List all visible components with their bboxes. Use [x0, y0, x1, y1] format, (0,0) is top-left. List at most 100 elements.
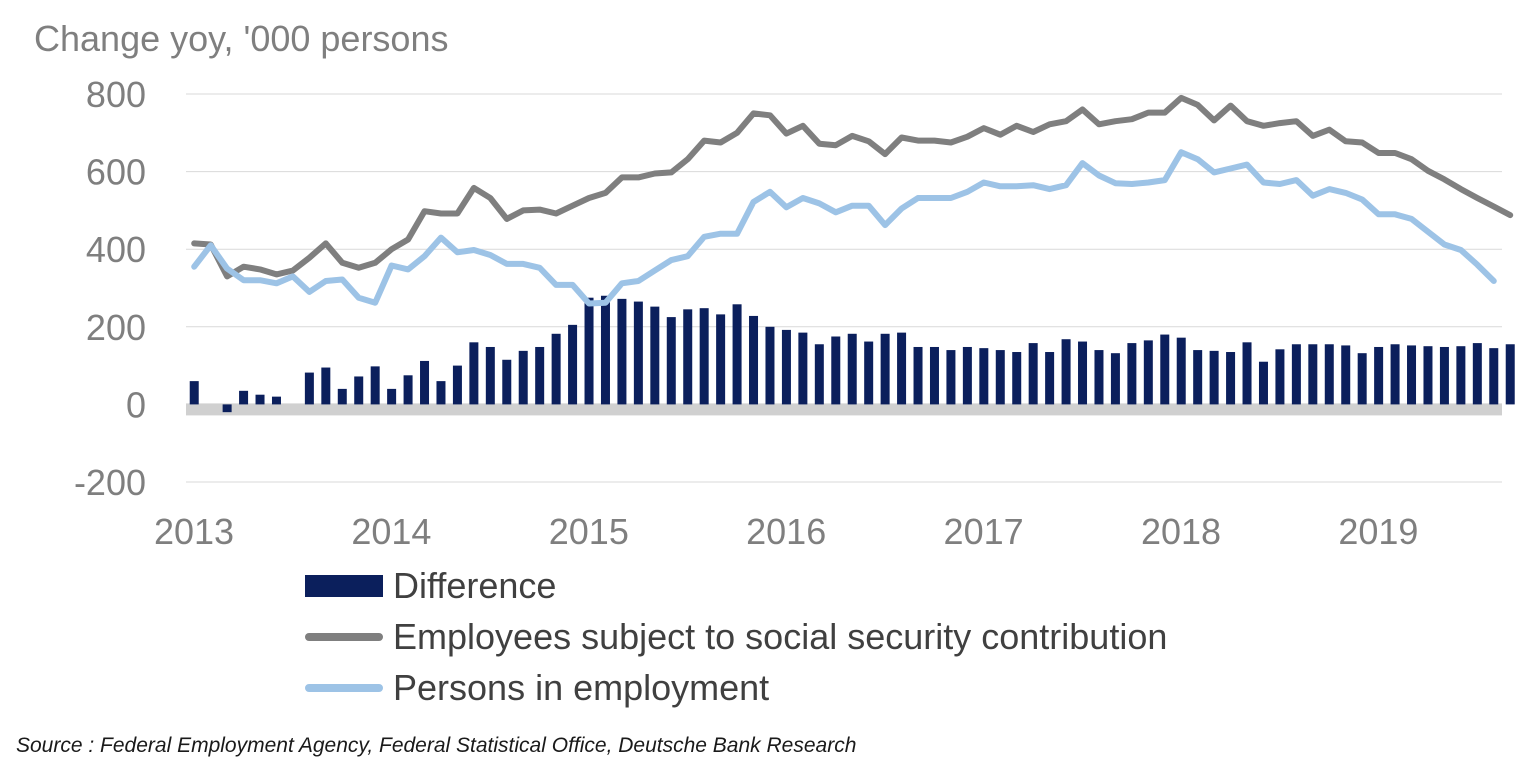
bar-difference	[271, 396, 281, 405]
bar-difference	[551, 333, 561, 405]
bar-difference	[749, 315, 759, 405]
legend-swatch-employees	[305, 632, 383, 641]
bar-difference	[1127, 343, 1137, 405]
bar-difference	[1193, 350, 1203, 405]
source-note: Source : Federal Employment Agency, Fede…	[16, 734, 857, 757]
bar-difference	[1324, 344, 1334, 405]
bar-difference	[913, 346, 923, 405]
bar-difference	[650, 306, 660, 405]
bar-difference	[979, 348, 989, 405]
legend-item-employees: Employees subject to social security con…	[305, 611, 1167, 662]
bar-difference	[600, 295, 610, 405]
x-tick-label: 2016	[746, 511, 826, 552]
y-tick-label: 600	[86, 152, 146, 193]
bar-difference	[535, 346, 545, 405]
bar-difference	[1078, 341, 1088, 405]
y-axis-ticks: -200 0 200 400 600 800	[74, 74, 146, 503]
bar-difference	[847, 333, 857, 405]
bar-difference	[502, 359, 512, 405]
bar-difference	[1143, 340, 1153, 405]
bar-difference	[1258, 361, 1268, 405]
bar-difference	[1357, 353, 1367, 405]
bar-difference	[1028, 343, 1038, 405]
difference-bars	[189, 295, 1515, 413]
bar-difference	[1094, 350, 1104, 405]
series-lines	[191, 94, 1514, 307]
bar-difference	[716, 314, 726, 405]
bar-difference	[1160, 334, 1170, 405]
y-tick-label: 200	[86, 307, 146, 348]
bar-difference	[1489, 348, 1499, 405]
bar-difference	[337, 388, 347, 405]
bar-difference	[995, 350, 1005, 405]
bar-difference	[732, 304, 742, 405]
y-axis-label: Change yoy, '000 persons	[34, 18, 449, 59]
bar-difference	[304, 372, 314, 405]
bar-difference	[239, 390, 249, 405]
x-tick-label: 2017	[944, 511, 1024, 552]
bar-difference	[633, 301, 643, 405]
bar-difference	[1061, 339, 1071, 405]
bar-difference	[1308, 344, 1318, 405]
bar-difference	[1505, 344, 1515, 405]
bar-difference	[354, 376, 364, 405]
bar-difference	[880, 333, 890, 405]
bar-difference	[485, 346, 495, 405]
bar-difference	[1423, 346, 1433, 405]
bar-difference	[1242, 342, 1252, 405]
bar-difference	[1439, 346, 1449, 405]
bar-difference	[1407, 345, 1417, 405]
line-employees	[191, 94, 1514, 280]
y-tick-label: 800	[86, 74, 146, 115]
bar-difference	[617, 298, 627, 405]
bar-difference	[1390, 344, 1400, 405]
bar-difference	[436, 381, 446, 405]
bar-difference	[518, 350, 528, 405]
bar-difference	[222, 404, 232, 413]
bar-difference	[962, 346, 972, 405]
legend-item-difference: Difference	[305, 560, 1167, 611]
bar-difference	[864, 341, 874, 405]
bar-difference	[1176, 337, 1186, 405]
y-tick-label: -200	[74, 462, 146, 503]
x-tick-label: 2014	[351, 511, 431, 552]
x-tick-label: 2019	[1338, 511, 1418, 552]
bar-difference	[420, 360, 430, 405]
bar-difference	[683, 309, 693, 405]
bar-difference	[765, 326, 775, 405]
bar-difference	[370, 366, 380, 405]
legend-label-difference: Difference	[393, 564, 557, 606]
x-tick-label: 2013	[154, 511, 234, 552]
bar-difference	[831, 336, 841, 405]
x-axis-ticks: 2013 2014 2015 2016 2017 2018 2019	[154, 511, 1418, 552]
bar-difference	[403, 375, 413, 405]
bar-difference	[189, 381, 199, 405]
bar-difference	[699, 308, 709, 405]
bar-difference	[1275, 349, 1285, 405]
legend: Difference Employees subject to social s…	[305, 560, 1167, 713]
bar-difference	[321, 367, 331, 405]
legend-label-persons: Persons in employment	[393, 666, 770, 708]
bar-difference	[568, 324, 578, 405]
bar-difference	[387, 388, 397, 405]
y-tick-label: 0	[126, 384, 146, 425]
bar-difference	[1472, 343, 1482, 405]
bar-difference	[1291, 344, 1301, 405]
bar-difference	[584, 297, 594, 405]
line-persons	[191, 149, 1497, 307]
legend-label-employees: Employees subject to social security con…	[393, 615, 1168, 657]
bar-difference	[255, 394, 265, 405]
bar-difference	[1456, 346, 1466, 405]
legend-swatch-difference	[305, 574, 383, 597]
bar-difference	[929, 346, 939, 405]
bar-difference	[946, 350, 956, 405]
x-tick-label: 2018	[1141, 511, 1221, 552]
bar-difference	[666, 317, 676, 405]
bar-difference	[469, 342, 479, 405]
legend-swatch-persons	[305, 683, 383, 692]
bar-difference	[1209, 350, 1219, 405]
bar-difference	[1012, 352, 1022, 405]
bar-difference	[1110, 353, 1120, 405]
grid-lines	[186, 93, 1502, 483]
bar-difference	[798, 332, 808, 405]
